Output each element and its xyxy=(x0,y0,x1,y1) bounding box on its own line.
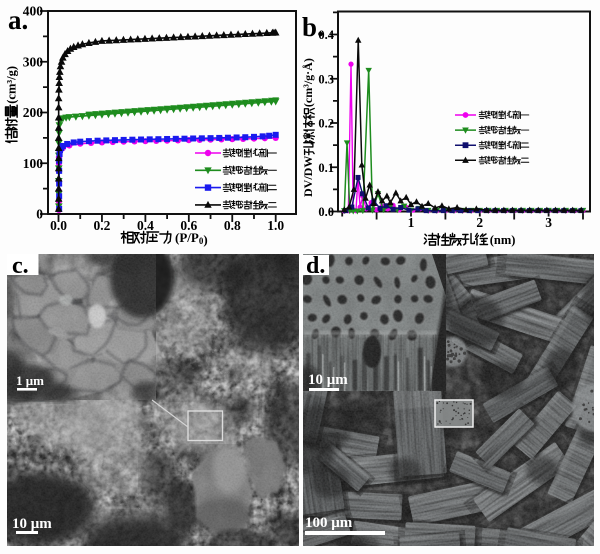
svg-text:(cm³/g): (cm³/g) xyxy=(5,66,19,104)
svg-text:0.2: 0.2 xyxy=(318,117,334,131)
svg-text:(P/P0): (P/P0) xyxy=(175,230,208,247)
svg-text:0: 0 xyxy=(36,207,43,222)
svg-text:c.: c. xyxy=(12,253,29,279)
svg-text:0.0: 0.0 xyxy=(50,218,67,233)
svg-text:1: 1 xyxy=(408,215,415,230)
svg-text:0.8: 0.8 xyxy=(224,218,241,233)
svg-text:DV/DW: DV/DW xyxy=(301,156,315,197)
svg-text:300: 300 xyxy=(23,54,44,69)
svg-text:200: 200 xyxy=(23,105,44,120)
svg-text:2: 2 xyxy=(476,215,483,230)
svg-text:0.4: 0.4 xyxy=(137,218,154,233)
svg-text:a.: a. xyxy=(8,5,28,35)
svg-text:400: 400 xyxy=(23,4,44,19)
svg-text:100: 100 xyxy=(23,156,44,171)
svg-text:100 μm: 100 μm xyxy=(305,515,353,531)
svg-text:0.3: 0.3 xyxy=(318,72,334,86)
svg-text:b.: b. xyxy=(302,12,324,42)
svg-text:3: 3 xyxy=(545,215,552,230)
svg-text:d.: d. xyxy=(306,253,325,279)
svg-text:0.1: 0.1 xyxy=(318,161,334,175)
svg-text:(cm³/g·Å): (cm³/g·Å) xyxy=(301,58,315,107)
svg-text:1.0: 1.0 xyxy=(267,218,284,233)
svg-text:10 μm: 10 μm xyxy=(308,372,348,388)
svg-text:0.4: 0.4 xyxy=(318,28,334,42)
svg-text:0.0: 0.0 xyxy=(318,205,334,219)
svg-text:(nm): (nm) xyxy=(490,233,516,247)
svg-text:1 μm: 1 μm xyxy=(16,373,44,388)
svg-text:0.2: 0.2 xyxy=(94,218,111,233)
svg-text:0.6: 0.6 xyxy=(180,218,197,233)
svg-text:10 μm: 10 μm xyxy=(12,516,52,532)
